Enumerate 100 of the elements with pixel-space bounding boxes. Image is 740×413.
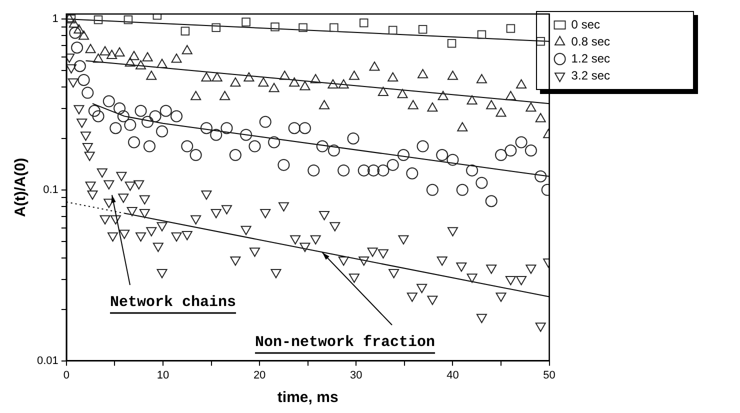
x-tick-label: 10 bbox=[156, 369, 170, 382]
point bbox=[369, 62, 380, 71]
point bbox=[210, 128, 222, 141]
x-tick-label: 50 bbox=[543, 369, 556, 382]
point bbox=[124, 118, 136, 131]
point bbox=[328, 144, 340, 157]
point bbox=[358, 164, 370, 176]
point bbox=[171, 53, 182, 63]
point bbox=[146, 70, 157, 80]
point bbox=[408, 100, 418, 110]
point bbox=[94, 15, 103, 24]
point bbox=[436, 149, 448, 162]
point bbox=[258, 77, 269, 87]
y-tick-label: 0.01 bbox=[36, 354, 58, 367]
legend-label: 0.8 sec bbox=[571, 34, 630, 48]
point bbox=[142, 52, 153, 62]
point bbox=[244, 72, 254, 82]
point bbox=[74, 60, 86, 72]
point bbox=[406, 167, 418, 180]
y-tick-label: 1 bbox=[52, 13, 58, 26]
point bbox=[229, 149, 242, 162]
point bbox=[289, 77, 300, 87]
point bbox=[504, 144, 517, 157]
point bbox=[180, 26, 190, 36]
point bbox=[124, 57, 136, 67]
point bbox=[156, 125, 168, 138]
point bbox=[338, 164, 350, 176]
point bbox=[524, 144, 537, 157]
point bbox=[534, 170, 547, 182]
point bbox=[102, 95, 115, 108]
point bbox=[319, 100, 330, 110]
point bbox=[270, 22, 280, 32]
point bbox=[78, 30, 90, 40]
x-tick-label: 0 bbox=[63, 369, 70, 382]
point bbox=[347, 132, 360, 144]
point bbox=[248, 140, 261, 152]
point bbox=[457, 122, 468, 132]
point bbox=[378, 86, 388, 96]
point bbox=[230, 77, 241, 87]
point bbox=[466, 95, 478, 105]
point bbox=[106, 50, 118, 59]
point bbox=[418, 24, 428, 34]
point bbox=[201, 72, 212, 82]
legend-label: 3.2 sec bbox=[571, 68, 630, 82]
point bbox=[447, 39, 456, 48]
point bbox=[506, 24, 516, 33]
point bbox=[300, 81, 310, 90]
x-tick-label: 40 bbox=[446, 369, 459, 382]
y-axis-title: A(t)/A(0) bbox=[12, 158, 30, 217]
point bbox=[447, 70, 458, 80]
point bbox=[170, 110, 183, 122]
point bbox=[124, 15, 133, 24]
point bbox=[495, 149, 508, 162]
point bbox=[316, 140, 328, 152]
point bbox=[328, 79, 338, 88]
point bbox=[182, 44, 192, 54]
point bbox=[220, 122, 233, 134]
point bbox=[85, 44, 96, 54]
point bbox=[526, 102, 536, 112]
point bbox=[476, 74, 487, 84]
point bbox=[142, 116, 154, 128]
point bbox=[535, 112, 546, 122]
point bbox=[515, 136, 528, 148]
point bbox=[476, 176, 488, 189]
point bbox=[114, 47, 125, 57]
point bbox=[268, 82, 280, 92]
point bbox=[220, 90, 230, 100]
point bbox=[68, 18, 80, 28]
point bbox=[82, 86, 94, 99]
point bbox=[330, 23, 338, 32]
point bbox=[279, 70, 290, 80]
point bbox=[160, 104, 172, 117]
point bbox=[298, 122, 311, 134]
annotation: Non-network fraction bbox=[255, 334, 436, 351]
point bbox=[69, 26, 82, 39]
point bbox=[427, 102, 438, 112]
x-tick-label: 30 bbox=[350, 369, 362, 382]
legend-label: 0 sec bbox=[571, 17, 620, 32]
point bbox=[242, 18, 250, 26]
point bbox=[74, 24, 84, 34]
point bbox=[486, 100, 497, 110]
annotation: Network chains bbox=[110, 294, 236, 311]
point bbox=[156, 58, 168, 68]
x-tick-label: 20 bbox=[253, 369, 266, 382]
point bbox=[466, 164, 478, 176]
point bbox=[477, 30, 486, 40]
point bbox=[134, 104, 147, 117]
point bbox=[100, 46, 110, 56]
point bbox=[212, 23, 220, 32]
point bbox=[181, 140, 194, 152]
point bbox=[92, 110, 104, 122]
point bbox=[268, 136, 280, 148]
point bbox=[259, 116, 272, 128]
point bbox=[438, 90, 448, 100]
point bbox=[505, 90, 516, 100]
point bbox=[359, 18, 368, 28]
point bbox=[93, 53, 104, 63]
point bbox=[200, 122, 212, 134]
point bbox=[386, 158, 399, 171]
point bbox=[418, 69, 428, 78]
